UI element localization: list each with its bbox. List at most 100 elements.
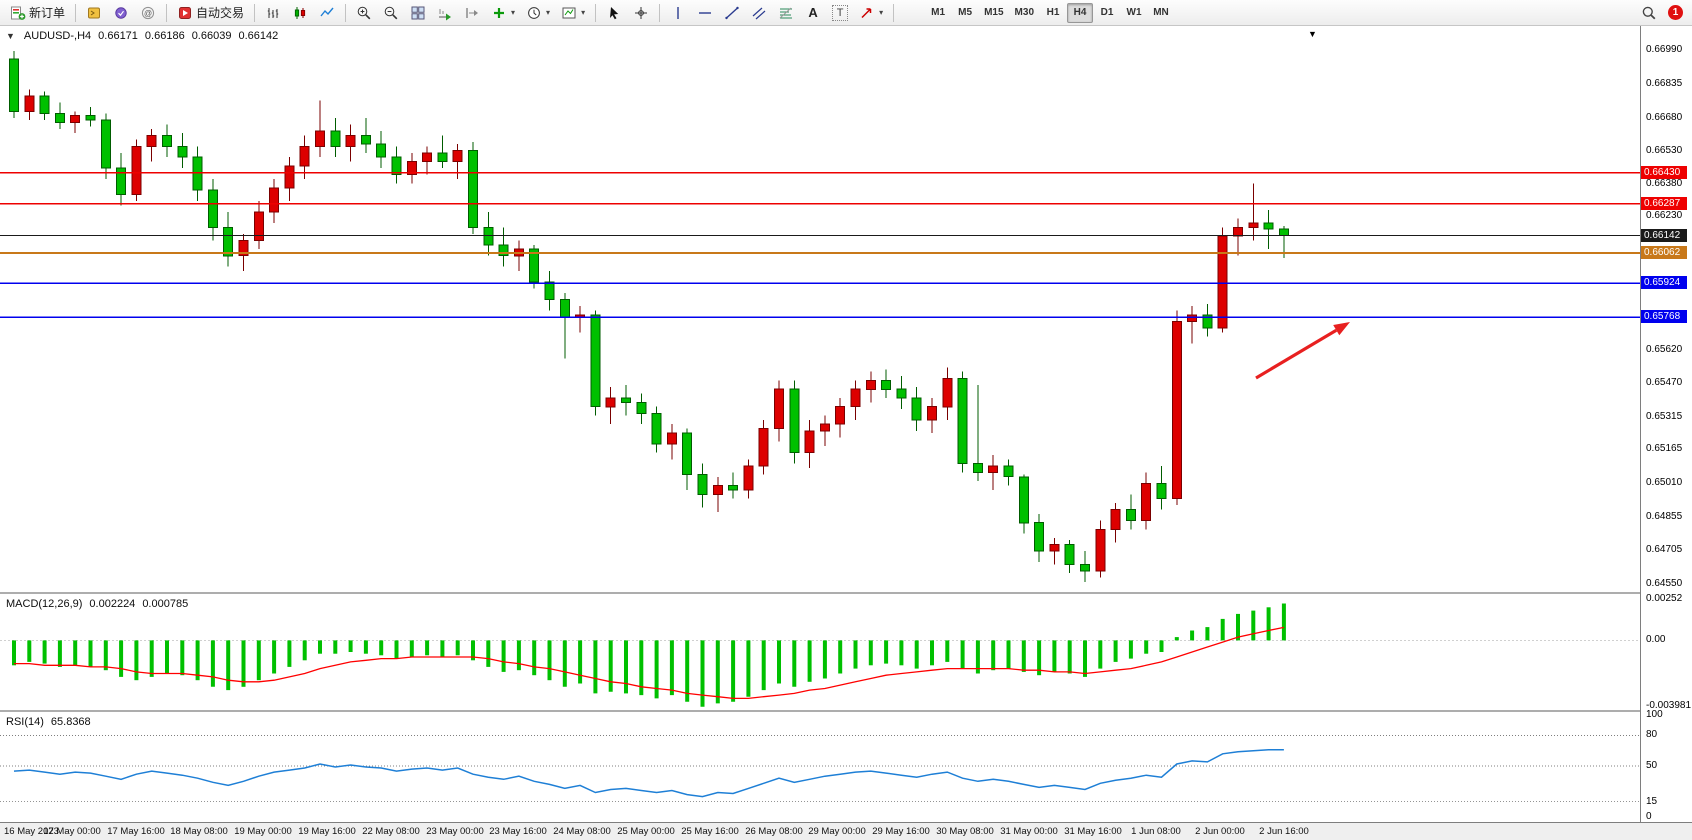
periods-button[interactable]: ▾	[521, 2, 555, 24]
date-label: 18 May 08:00	[170, 826, 228, 837]
date-label: 23 May 16:00	[489, 826, 547, 837]
timeframe-button-M15[interactable]: M15	[979, 3, 1008, 23]
axis-tick-label: 100	[1646, 709, 1663, 720]
timeframe-button-M30[interactable]: M30	[1010, 3, 1039, 23]
toolbar-right: 1	[1636, 2, 1687, 24]
text-label-tool-button[interactable]: T	[827, 2, 853, 24]
timeframe-button-H4[interactable]: H4	[1067, 2, 1093, 23]
community-button[interactable]: @	[135, 2, 161, 24]
bar-chart-mode-button[interactable]	[260, 2, 286, 24]
zoom-in-button[interactable]	[351, 2, 377, 24]
date-axis[interactable]: 16 May 2023 17 May 00:00 17 May 16:00 18 Ma…	[0, 822, 1692, 840]
main-price-chart[interactable]	[0, 26, 1640, 592]
auto-scroll-button[interactable]	[432, 2, 458, 24]
new-order-label: 新订单	[29, 6, 66, 20]
cursor-tool-button[interactable]	[601, 2, 627, 24]
search-button[interactable]	[1636, 2, 1662, 24]
autotrading-button[interactable]: 自动交易	[172, 2, 249, 24]
toolbar-separator	[595, 3, 597, 22]
axis-tick-label: 0.66680	[1646, 112, 1683, 123]
arrows-tool-button[interactable]: ▾	[854, 2, 888, 24]
crosshair-icon	[635, 6, 648, 19]
panel-separator[interactable]	[0, 592, 1692, 594]
toolbar-separator	[345, 3, 347, 22]
tile-windows-button[interactable]	[405, 2, 431, 24]
date-label: 31 May 16:00	[1064, 826, 1122, 837]
macd-value: 0.002224	[89, 598, 136, 610]
ohlc-bars-icon	[267, 7, 279, 18]
text-tool-button[interactable]: A	[800, 2, 826, 24]
axis-tick-label: 0.64550	[1646, 578, 1683, 589]
vertical-line-icon	[670, 5, 686, 21]
line-chart-mode-button[interactable]	[314, 2, 340, 24]
chart-shift-marker-icon[interactable]: ▼	[1308, 29, 1317, 39]
axis-tick-label: 0.66230	[1646, 210, 1683, 221]
date-label: 17 May 16:00	[107, 826, 165, 837]
timeframe-button-W1[interactable]: W1	[1121, 3, 1147, 23]
price-tag-0.66430: 0.66430	[1641, 166, 1687, 179]
timeframe-button-M1[interactable]: M1	[925, 3, 951, 23]
timeframe-button-MN[interactable]: MN	[1148, 3, 1174, 23]
date-label: 25 May 16:00	[681, 826, 739, 837]
ohlc-close: 0.66142	[238, 30, 279, 42]
chart-shift-button[interactable]	[459, 2, 485, 24]
date-label: 30 May 08:00	[936, 826, 994, 837]
rsi-panel[interactable]	[0, 712, 1640, 822]
chevron-down-icon: ▾	[879, 8, 884, 17]
timeframe-button-D1[interactable]: D1	[1094, 3, 1120, 23]
candles-group	[9, 51, 1289, 582]
macd-panel[interactable]	[0, 594, 1640, 710]
axis-tick-label: 0.65620	[1646, 344, 1683, 355]
crosshair-tool-button[interactable]	[628, 2, 654, 24]
candlestick-mode-button[interactable]	[287, 2, 313, 24]
new-order-button[interactable]: 新订单	[5, 2, 70, 24]
svg-text:@: @	[144, 9, 152, 18]
timeframe-button-H1[interactable]: H1	[1040, 3, 1066, 23]
price-axis[interactable]: 0.66990 0.66835 0.66680 0.66530 0.66380 0.662…	[1640, 26, 1692, 822]
new-order-icon	[10, 5, 26, 20]
price-tag-0.65768: 0.65768	[1641, 310, 1687, 323]
templates-button[interactable]: ▾	[556, 2, 590, 24]
chart-menu-icon[interactable]: ▼	[6, 31, 15, 41]
rsi-name: RSI(14)	[6, 716, 44, 728]
trend-arrow-annotation[interactable]	[1255, 322, 1350, 380]
metaeditor-button[interactable]	[81, 2, 107, 24]
chevron-down-icon: ▾	[581, 8, 586, 17]
indicators-button[interactable]: ▾	[486, 2, 520, 24]
vertical-line-tool-button[interactable]	[665, 2, 691, 24]
axis-tick-label: -0.003981	[1646, 700, 1692, 711]
axis-tick-label: 0.65165	[1646, 443, 1683, 454]
price-tag-0.66142: 0.66142	[1641, 229, 1687, 242]
trendline-tool-button[interactable]	[719, 2, 745, 24]
date-label: 2 Jun 16:00	[1259, 826, 1309, 837]
arrow-shape-icon	[859, 5, 875, 21]
date-label: 19 May 00:00	[234, 826, 292, 837]
strategy-tester-button[interactable]	[108, 2, 134, 24]
candlesticks-icon	[292, 6, 308, 19]
alert-badge[interactable]: 1	[1668, 5, 1683, 20]
date-label: 23 May 00:00	[426, 826, 484, 837]
horizontal-line-tool-button[interactable]	[692, 2, 718, 24]
text-tool-icon: A	[808, 4, 818, 20]
timeframe-button-M5[interactable]: M5	[952, 3, 978, 23]
channel-tool-button[interactable]	[746, 2, 772, 24]
fibonacci-tool-button[interactable]	[773, 2, 799, 24]
zoom-out-button[interactable]	[378, 2, 404, 24]
axis-tick-label: 0.66530	[1646, 145, 1683, 156]
price-tag-0.66062: 0.66062	[1641, 246, 1687, 259]
toolbar-separator	[893, 3, 895, 22]
line-chart-icon	[319, 5, 335, 21]
axis-tick-label: 0.66380	[1646, 178, 1683, 189]
price-tag-0.65924: 0.65924	[1641, 276, 1687, 289]
axis-tick-label: 0.65010	[1646, 477, 1683, 488]
axis-tick-label: 0.66990	[1646, 44, 1683, 55]
autotrading-label: 自动交易	[196, 6, 245, 20]
search-icon	[1641, 5, 1657, 21]
panel-separator[interactable]	[0, 710, 1692, 712]
macd-signal-line	[14, 626, 1285, 700]
date-label: 31 May 00:00	[1000, 826, 1058, 837]
axis-tick-label: 50	[1646, 760, 1658, 771]
axis-tick-label: 0.64705	[1646, 544, 1683, 555]
chart-window: ▼ AUDUSD-,H4 0.66171 0.66186 0.66039 0.6…	[0, 26, 1692, 840]
ohlc-high: 0.66186	[144, 30, 185, 42]
